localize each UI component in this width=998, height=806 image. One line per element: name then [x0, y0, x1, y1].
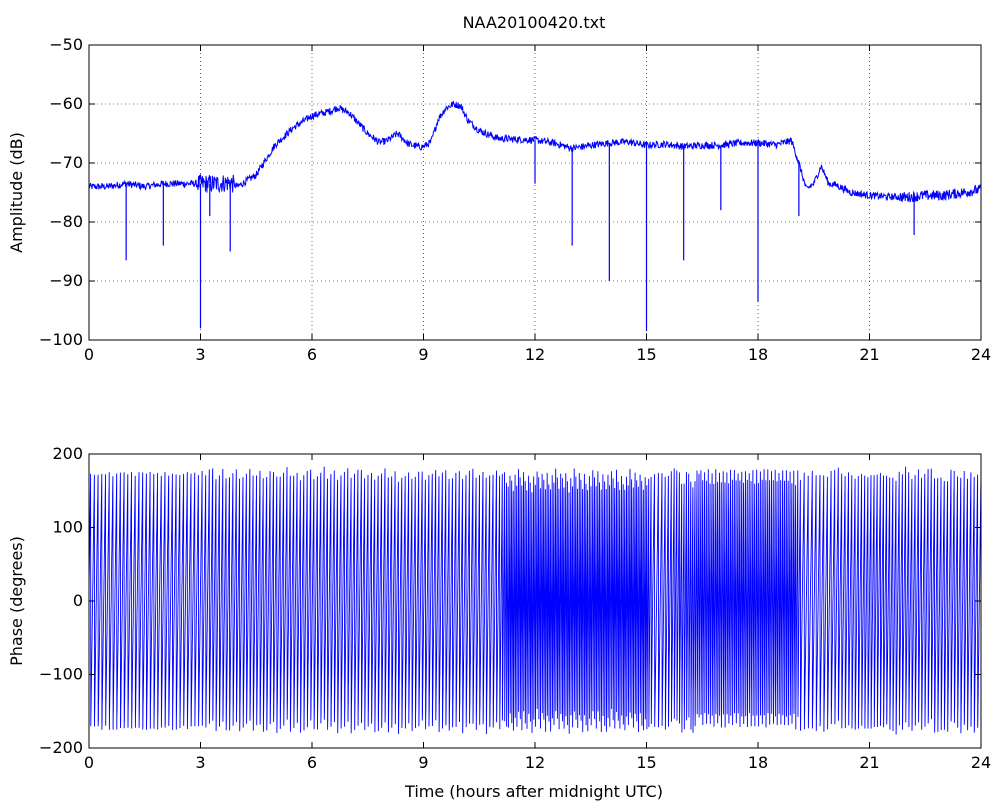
y-tick-label: −50 — [49, 35, 83, 54]
phase-series-line — [88, 466, 982, 735]
x-tick-label: 15 — [636, 753, 656, 772]
y-tick-label: 0 — [73, 591, 83, 610]
y-tick-label: −200 — [39, 738, 83, 757]
y-tick-label: −60 — [49, 94, 83, 113]
amplitude-plot-area — [89, 45, 981, 340]
y-tick-label: −80 — [49, 212, 83, 231]
x-tick-label: 21 — [859, 753, 879, 772]
x-tick-label: 18 — [748, 753, 768, 772]
x-tick-label: 9 — [418, 753, 428, 772]
amplitude-dips — [125, 139, 915, 332]
x-tick-label: 24 — [971, 345, 991, 364]
x-tick-label: 6 — [307, 753, 317, 772]
x-tick-label: 3 — [195, 753, 205, 772]
x-tick-label: 0 — [84, 345, 94, 364]
x-tick-label: 3 — [195, 345, 205, 364]
y-tick-label: −70 — [49, 153, 83, 172]
y-tick-label: 100 — [52, 518, 83, 537]
y-tick-label: −100 — [39, 665, 83, 684]
x-tick-label: 9 — [418, 345, 428, 364]
x-tick-label: 24 — [971, 753, 991, 772]
phase-plot: 0 3 6 9 12 15 18 21 24 −200 −100 0 100 200 Phase (deg… — [7, 444, 991, 801]
x-tick-label: 12 — [525, 753, 545, 772]
x-tick-label: 21 — [859, 345, 879, 364]
phase-y-axis-label: Phase (degrees) — [7, 536, 26, 666]
y-tick-label: −90 — [49, 271, 83, 290]
x-tick-label: 12 — [525, 345, 545, 364]
x-tick-label: 0 — [84, 753, 94, 772]
amplitude-series-line — [88, 100, 982, 203]
x-tick-label: 15 — [636, 345, 656, 364]
amplitude-y-axis-label: Amplitude (dB) — [7, 132, 26, 253]
amplitude-ticks: 0 3 6 9 12 15 18 21 24 −100 −90 −80 −70 −60 −50 — [39, 35, 991, 364]
y-tick-label: −100 — [39, 330, 83, 349]
amplitude-plot: 0 3 6 9 12 15 18 21 24 −100 −90 −80 −70 −60 −50 Amplit… — [7, 35, 991, 364]
phase-ticks: 0 3 6 9 12 15 18 21 24 −200 −100 0 100 200 — [39, 444, 991, 772]
phase-series-path — [88, 466, 982, 735]
x-tick-label: 6 — [307, 345, 317, 364]
x-tick-label: 18 — [748, 345, 768, 364]
amplitude-grid — [89, 45, 981, 340]
chart-title: NAA20100420.txt — [463, 13, 606, 32]
y-tick-label: 200 — [52, 444, 83, 463]
phase-x-axis-label: Time (hours after midnight UTC) — [404, 782, 663, 801]
